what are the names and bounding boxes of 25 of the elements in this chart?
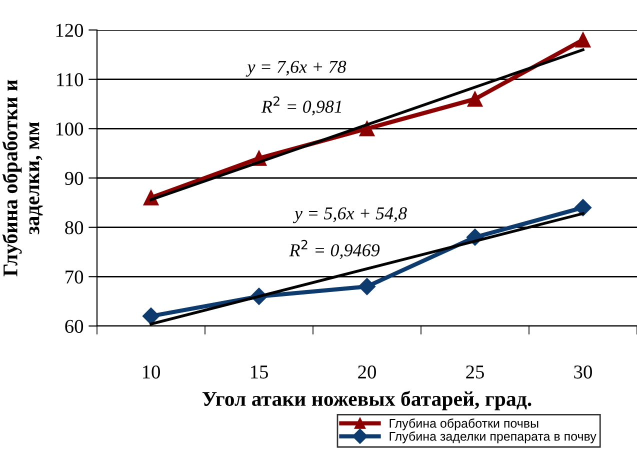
y-tick-label: 120 bbox=[56, 24, 84, 37]
legend-label: Глубина заделки препарата в почву bbox=[390, 431, 596, 444]
annotation: R$^{2}$ = 0,981 bbox=[261, 96, 342, 116]
x-axis-title: Угол атаки ножевых батарей, град. bbox=[202, 390, 532, 410]
annotation: R$^{2}$ = 0,9469 bbox=[289, 240, 380, 259]
point bbox=[574, 199, 592, 216]
legend-label: Глубина обработки почвы bbox=[390, 418, 538, 430]
point bbox=[467, 91, 483, 107]
y-tick-label: 70 bbox=[66, 270, 84, 284]
y-tick-label: 100 bbox=[56, 122, 84, 136]
y-axis-title: Глубина обработки и заделки, мм bbox=[2, 80, 43, 276]
point bbox=[142, 308, 160, 325]
point bbox=[358, 278, 376, 296]
y-tick-label: 110 bbox=[57, 73, 84, 86]
y-tick-label: 80 bbox=[65, 221, 84, 234]
point bbox=[575, 32, 591, 48]
y-tick-label: 60 bbox=[65, 320, 84, 333]
annotation: y = 7,6x + 78 bbox=[246, 60, 346, 77]
annotation: y = 5,6x + 54,8 bbox=[292, 207, 407, 224]
x-tick-label: 25 bbox=[466, 366, 484, 379]
x-tick-label: 10 bbox=[142, 365, 160, 379]
x-tick-label: 15 bbox=[250, 366, 268, 379]
x-tick-label: 20 bbox=[358, 365, 376, 379]
x-tick-label: 30 bbox=[574, 365, 592, 379]
y-tick-label: 90 bbox=[64, 172, 84, 185]
